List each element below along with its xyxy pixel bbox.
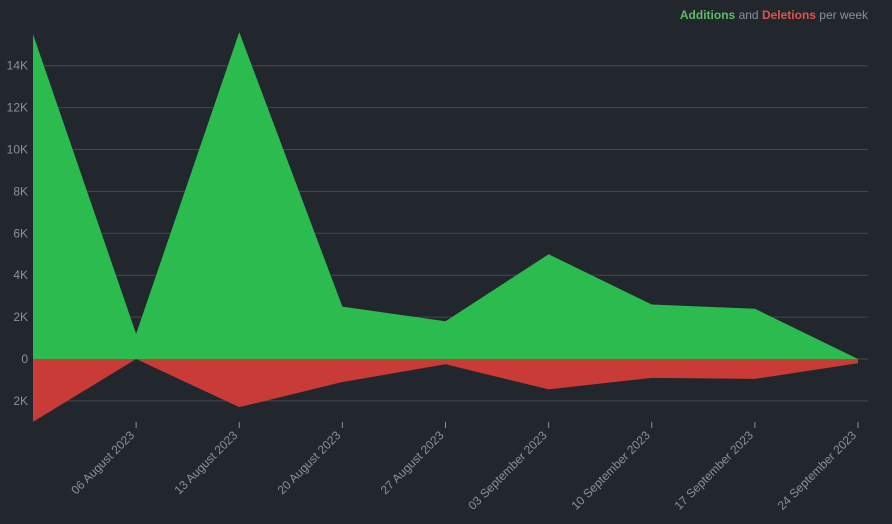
y-tick-label-8: 2K	[13, 394, 28, 408]
y-tick-label-2: 10K	[7, 143, 28, 157]
y-tick-label-5: 4K	[13, 268, 28, 282]
additions-area	[33, 32, 858, 360]
y-tick-label-0: 14K	[7, 59, 28, 73]
y-tick-label-4: 6K	[13, 226, 28, 240]
x-tick-label-3: 27 August 2023	[378, 428, 447, 497]
axis-layer: 14K 12K 10K 8K 6K 4K 2K 0 2K 06 August 2023 13 Aug…	[7, 59, 860, 513]
x-tick-label-5: 10 September 2023	[568, 428, 653, 513]
legend-deletions-label: Deletions	[761, 8, 816, 22]
x-tick-label-7: 24 September 2023	[775, 428, 860, 513]
x-tick-label-0: 06 August 2023	[68, 428, 137, 497]
x-tick-label-2: 20 August 2023	[275, 428, 344, 497]
deletions-area	[33, 359, 858, 422]
area-layer	[33, 32, 858, 422]
y-tick-label-1: 12K	[7, 101, 28, 115]
y-tick-label-7: 0	[21, 352, 28, 366]
x-tick-label-6: 17 September 2023	[672, 428, 757, 513]
x-tick-label-1: 13 August 2023	[171, 428, 240, 497]
legend-connector: and	[738, 8, 759, 22]
y-tick-label-3: 8K	[13, 184, 28, 198]
chart-legend: Additions and Deletions per week	[680, 8, 868, 22]
x-tick-label-4: 03 September 2023	[465, 428, 550, 513]
y-tick-label-6: 2K	[13, 310, 28, 324]
legend-suffix: per week	[819, 8, 868, 22]
legend-additions-label: Additions	[679, 8, 736, 22]
